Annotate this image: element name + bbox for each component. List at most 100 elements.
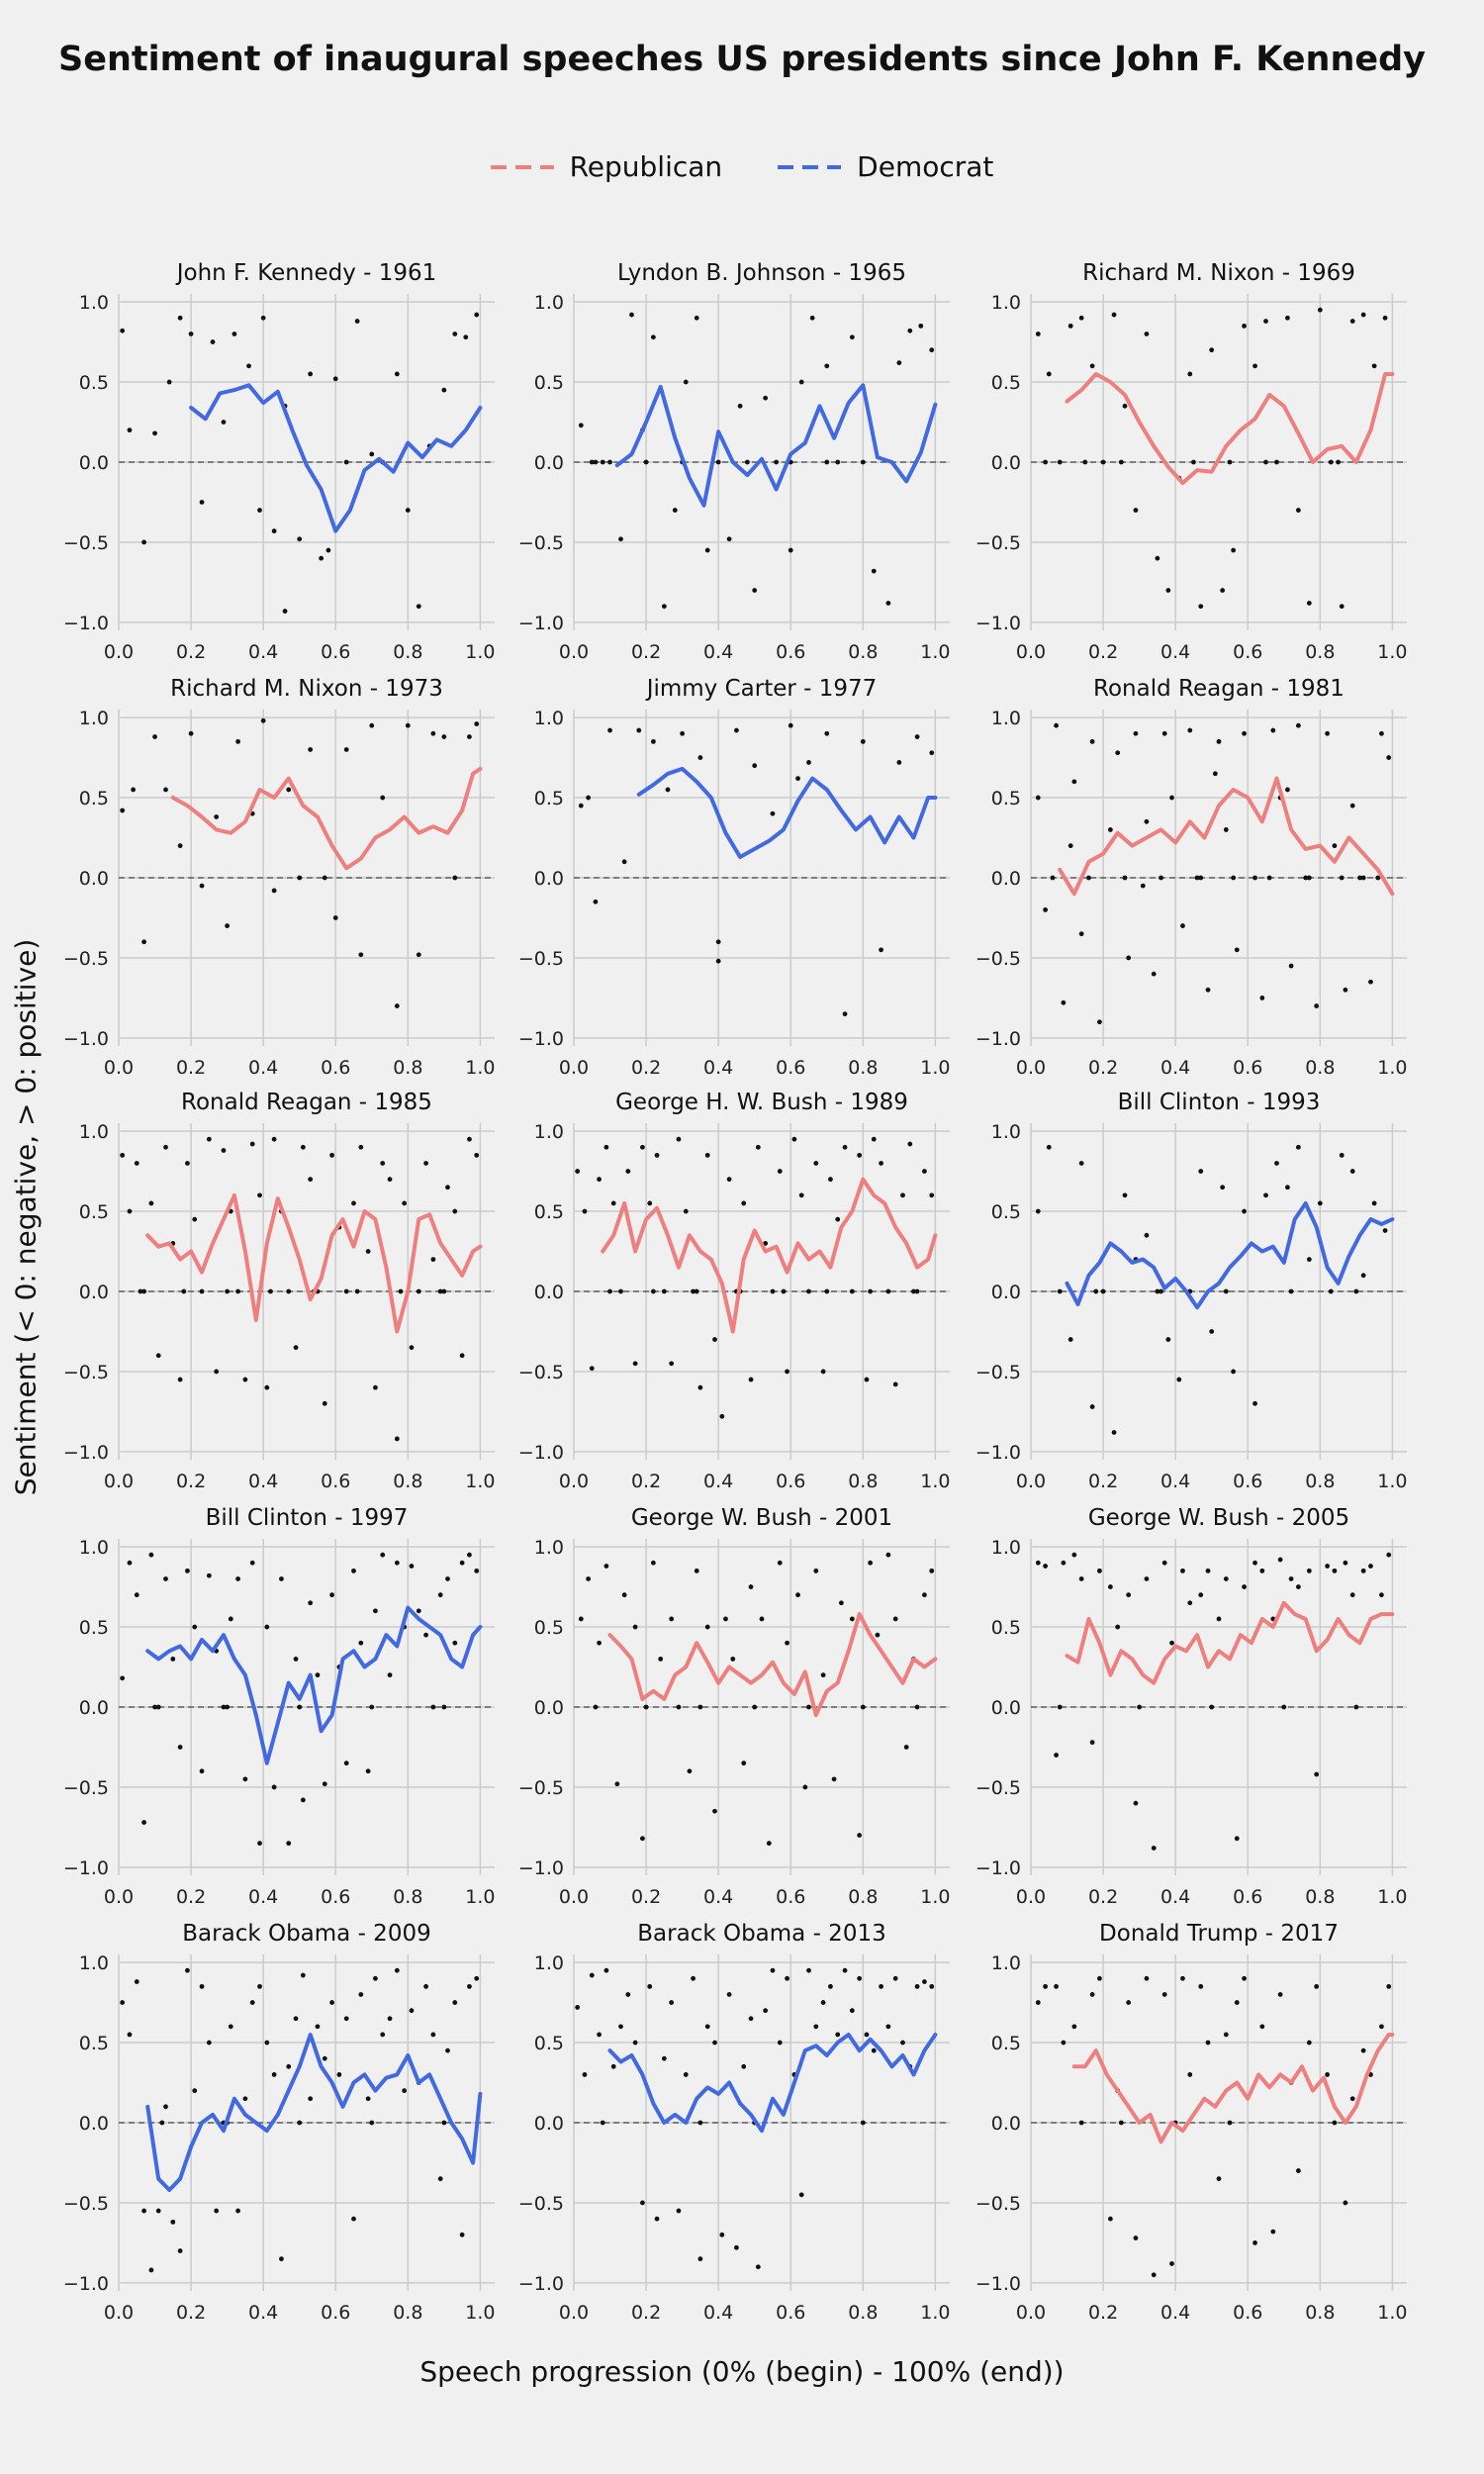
sentence-point [467,1983,472,1989]
sentence-point [1043,1983,1049,1989]
sentence-point [430,730,436,736]
sentence-point [669,1361,675,1367]
sentence-point [1151,2272,1157,2278]
sentence-point [127,2032,133,2038]
sentence-point [1126,2000,1132,2005]
y-tick-label: 0.5 [79,1617,109,1639]
x-tick-label: 0.0 [1016,2302,1046,2324]
y-tick-label: −0.5 [518,948,564,970]
sentence-point [1349,803,1355,809]
sentence-point [264,1384,270,1390]
sentence-point [610,2063,616,2069]
sentence-point [1093,1288,1099,1294]
sentence-point [1067,1337,1073,1342]
sentence-point [597,1177,602,1183]
sentence-point [1161,1560,1167,1566]
x-tick-label: 0.8 [1305,1886,1335,1908]
y-tick-label: −1.0 [518,1028,564,1050]
sentence-point [785,1369,789,1375]
sentence-point [875,1632,881,1638]
sentence-point [452,875,458,881]
y-tick-label: 1.0 [79,1121,109,1143]
sentence-point [1115,750,1121,756]
x-tick-label: 0.0 [1016,641,1046,663]
sentence-point [297,875,303,881]
sentence-point [467,734,472,739]
x-tick-label: 1.0 [920,1057,950,1079]
sentence-point [683,2072,689,2077]
sentence-point [1086,875,1091,881]
sentence-point [1194,875,1200,881]
sentence-point [394,1560,400,1566]
sentence-point [1061,999,1067,1005]
sentence-point [1180,1568,1185,1573]
panel-title: Barack Obama - 2009 [182,1921,430,1947]
sentence-point [806,1967,811,1973]
sentence-point [369,1704,375,1710]
sentence-point [293,1345,299,1351]
sentence-point [264,2040,270,2046]
sentence-point [1198,1983,1204,1989]
sentence-point [1332,2120,1338,2126]
sentence-point [636,727,642,733]
x-tick-label: 1.0 [1377,1057,1407,1079]
sentence-point [322,1781,327,1787]
sentence-point [452,1640,458,1646]
sentence-point [676,1136,682,1142]
sentence-point [798,379,804,385]
sentence-point [1057,1704,1063,1710]
sentence-point [177,843,183,849]
y-tick-label: −1.0 [975,1028,1021,1050]
sentence-point [1234,1836,1240,1842]
sentence-point [409,2008,415,2014]
sentence-point [315,2024,321,2030]
sentence-point [1161,1992,1167,1997]
sentence-point [914,734,920,739]
sentence-point [214,1369,220,1375]
sentence-point [1187,1600,1193,1606]
sentence-point [1089,1992,1095,1997]
sentence-point [763,1241,769,1246]
x-tick-label: 0.8 [848,641,878,663]
sentence-point [600,459,605,465]
sentence-point [1270,2229,1276,2235]
sentence-point [1263,459,1268,465]
x-tick-label: 1.0 [1377,1471,1407,1492]
sentence-point [1223,827,1229,832]
sentence-point [463,334,469,340]
sentence-point [1259,996,1265,1000]
x-tick-label: 0.0 [1016,1057,1046,1079]
sentence-point [402,2088,408,2094]
sentence-point [177,1745,183,1750]
sentence-point [467,1552,472,1558]
sentence-point [650,1288,656,1294]
sentence-point [1227,459,1233,465]
sentence-point [1100,459,1106,465]
x-tick-label: 0.6 [776,641,805,663]
sentence-point [715,459,721,465]
sentence-point [1144,818,1150,824]
sentence-point [228,2024,233,2030]
sentence-point [249,1141,255,1147]
sentence-point [271,2072,277,2077]
x-tick-label: 0.8 [1305,2302,1335,2324]
sentence-point [610,1200,616,1206]
sentence-point [188,332,194,336]
sentence-point [1368,1564,1373,1569]
sentiment-line [614,383,938,508]
sentence-point [719,1413,725,1419]
sentence-point [282,609,288,614]
x-tick-label: 0.2 [631,2302,661,2324]
sentence-point [155,1704,161,1710]
sentence-point [1169,795,1174,801]
sentence-point [308,747,314,752]
y-tick-label: −1.0 [518,613,564,634]
x-tick-label: 0.2 [176,2302,206,2324]
sentence-point [1097,1568,1102,1573]
sentence-point [770,1288,776,1294]
x-tick-label: 0.6 [321,641,350,663]
x-tick-label: 0.2 [1088,641,1118,663]
sentence-point [373,1384,378,1390]
sentence-point [788,547,793,553]
sentence-point [199,883,205,889]
